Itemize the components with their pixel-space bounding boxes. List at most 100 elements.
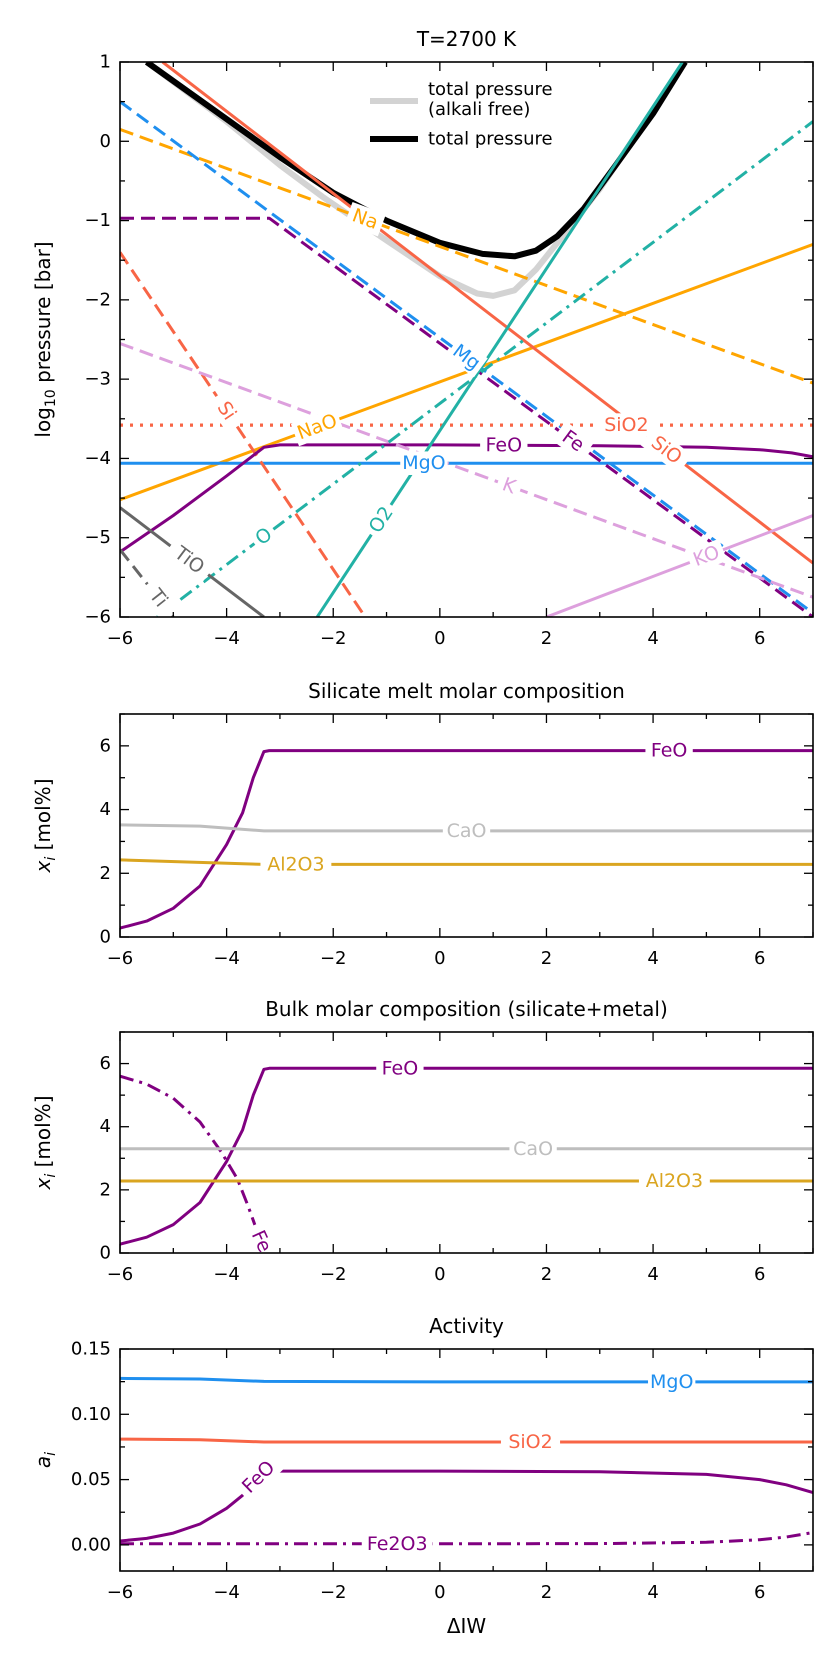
- x-tick-label: −4: [213, 628, 240, 649]
- x-tick-label: −2: [320, 1582, 347, 1603]
- series-label-text: Fe2O3: [367, 1533, 428, 1555]
- series-label-mgo: MgO: [648, 1370, 696, 1394]
- x-tick-label: 4: [647, 628, 658, 649]
- x-tick-label: 2: [541, 1264, 552, 1285]
- y-tick-label: 4: [100, 1116, 111, 1137]
- series-line-fe2o3: [120, 1531, 813, 1546]
- y-tick-label: 6: [100, 735, 111, 756]
- x-tick-label: 2: [541, 1582, 552, 1603]
- series-label-fe: Fe: [243, 1220, 280, 1253]
- x-tick-label: 0: [434, 948, 445, 969]
- y-tick-label: 0.10: [71, 1404, 111, 1425]
- series-line-sio: [161, 62, 813, 565]
- y-tick-label: 0: [100, 131, 111, 152]
- series-label-text: CaO: [513, 1138, 553, 1160]
- series-label-text: CaO: [447, 820, 487, 842]
- y-tick-label: 0.15: [71, 1339, 111, 1360]
- plot-frame: [119, 713, 814, 938]
- y-axis-label: xi [mol%]: [31, 1096, 59, 1191]
- x-tick-label: 4: [647, 948, 658, 969]
- series-line-total-pressure: [144, 62, 688, 260]
- chart-title: Bulk molar composition (silicate+metal): [265, 997, 668, 1021]
- series-label-cao: CaO: [509, 1137, 557, 1161]
- x-tick-label: 6: [754, 1582, 765, 1603]
- x-tick-label: −6: [107, 948, 134, 969]
- x-tick-label: −6: [107, 628, 134, 649]
- series-line-fe: [120, 1074, 270, 1253]
- legend-label-alkali-free: total pressure (alkali free): [428, 79, 553, 120]
- series-label-fe: Fe: [551, 421, 595, 462]
- series-label-text: MgO: [650, 1371, 693, 1393]
- legend: total pressure (alkali free) total pressur…: [370, 79, 553, 150]
- series-line-feo: [120, 443, 813, 554]
- series-label-feo: FeO: [376, 1056, 424, 1081]
- series-label-text: O: [251, 523, 276, 550]
- y-tick-label: −3: [84, 369, 111, 390]
- series-label-ti: Ti: [138, 576, 179, 617]
- series-line-fe: [120, 216, 813, 617]
- series-label-text: SiO2: [508, 1431, 552, 1453]
- y-tick-label: −6: [84, 607, 111, 628]
- y-tick-label: −2: [84, 289, 111, 310]
- series-label-sio2: SiO2: [500, 1430, 561, 1454]
- x-tick-label: −6: [107, 1582, 134, 1603]
- series-label-fe2o3: Fe2O3: [361, 1532, 433, 1556]
- series-line-cao: [120, 823, 813, 833]
- series-label-text: Al2O3: [646, 1170, 703, 1192]
- x-tick-label: 2: [541, 948, 552, 969]
- y-tick-label: 2: [100, 863, 111, 884]
- chart-bulk: Bulk molar composition (silicate+metal) x…: [31, 997, 814, 1285]
- x-tick-label: 6: [754, 628, 765, 649]
- chart-title: Silicate melt molar composition: [308, 679, 625, 703]
- series-label-text: Al2O3: [267, 853, 324, 875]
- series-line-nao: [120, 242, 813, 502]
- series-label-tio: TiO: [163, 536, 216, 584]
- y-tick-label: 6: [100, 1053, 111, 1074]
- x-tick-label: −2: [320, 1264, 347, 1285]
- series-line-ko: [545, 514, 813, 617]
- chart-activity: Activity ai ΔIW MgO SiO2 FeO Fe2O3 −6 −4 −2 0 2 4 6 0.…: [31, 1314, 814, 1638]
- series-label-feo: FeO: [233, 1452, 284, 1502]
- chart-title: T=2700 K: [416, 27, 517, 51]
- y-tick-label: 0.00: [71, 1534, 111, 1555]
- y-axis-label: ai: [31, 1452, 59, 1468]
- series-label-o: O: [247, 519, 281, 553]
- series-label-text: SiO2: [604, 414, 648, 436]
- y-tick-label: 0: [100, 1243, 111, 1264]
- x-tick-label: −4: [213, 1264, 240, 1285]
- series-label-feo: FeO: [645, 738, 693, 763]
- x-tick-label: 6: [754, 948, 765, 969]
- series-label-k: K: [493, 470, 525, 502]
- series-label-mgo: MgO: [400, 451, 448, 475]
- y-tick-label: 0: [100, 927, 111, 948]
- y-axis-label: log10 pressure [bar]: [31, 241, 59, 437]
- legend-label-total: total pressure: [428, 129, 553, 150]
- y-tick-label: −5: [84, 527, 111, 548]
- series-label-sio2: SiO2: [596, 413, 656, 437]
- x-tick-label: −4: [213, 1582, 240, 1603]
- series-label-na: Na: [344, 202, 386, 237]
- series-line-si: [120, 251, 367, 617]
- series-line-mgo: [120, 1376, 813, 1384]
- y-tick-label: 1: [100, 52, 111, 73]
- x-tick-label: 0: [434, 1582, 445, 1603]
- x-tick-label: −4: [213, 948, 240, 969]
- series-label-nao: NaO: [290, 407, 344, 447]
- chart-melt: Silicate melt molar composition xi [mol%]…: [31, 679, 814, 969]
- x-tick-label: 2: [541, 628, 552, 649]
- series-label-text: MgO: [402, 452, 445, 474]
- plot-frame: [119, 1348, 814, 1572]
- series-label-feo: FeO: [480, 433, 528, 458]
- y-tick-label: 0.05: [71, 1469, 111, 1490]
- x-axis-label: ΔIW: [447, 1614, 487, 1638]
- series-line-feo: [120, 1066, 813, 1246]
- y-tick-label: −1: [84, 210, 111, 231]
- series-label-text: FeO: [382, 1057, 419, 1079]
- series-label-text: FeO: [485, 434, 522, 456]
- series-label-text: FeO: [651, 740, 688, 762]
- x-tick-label: 4: [647, 1582, 658, 1603]
- series-label-al2o3: Al2O3: [638, 1169, 710, 1193]
- series-label-cao: CaO: [442, 819, 491, 843]
